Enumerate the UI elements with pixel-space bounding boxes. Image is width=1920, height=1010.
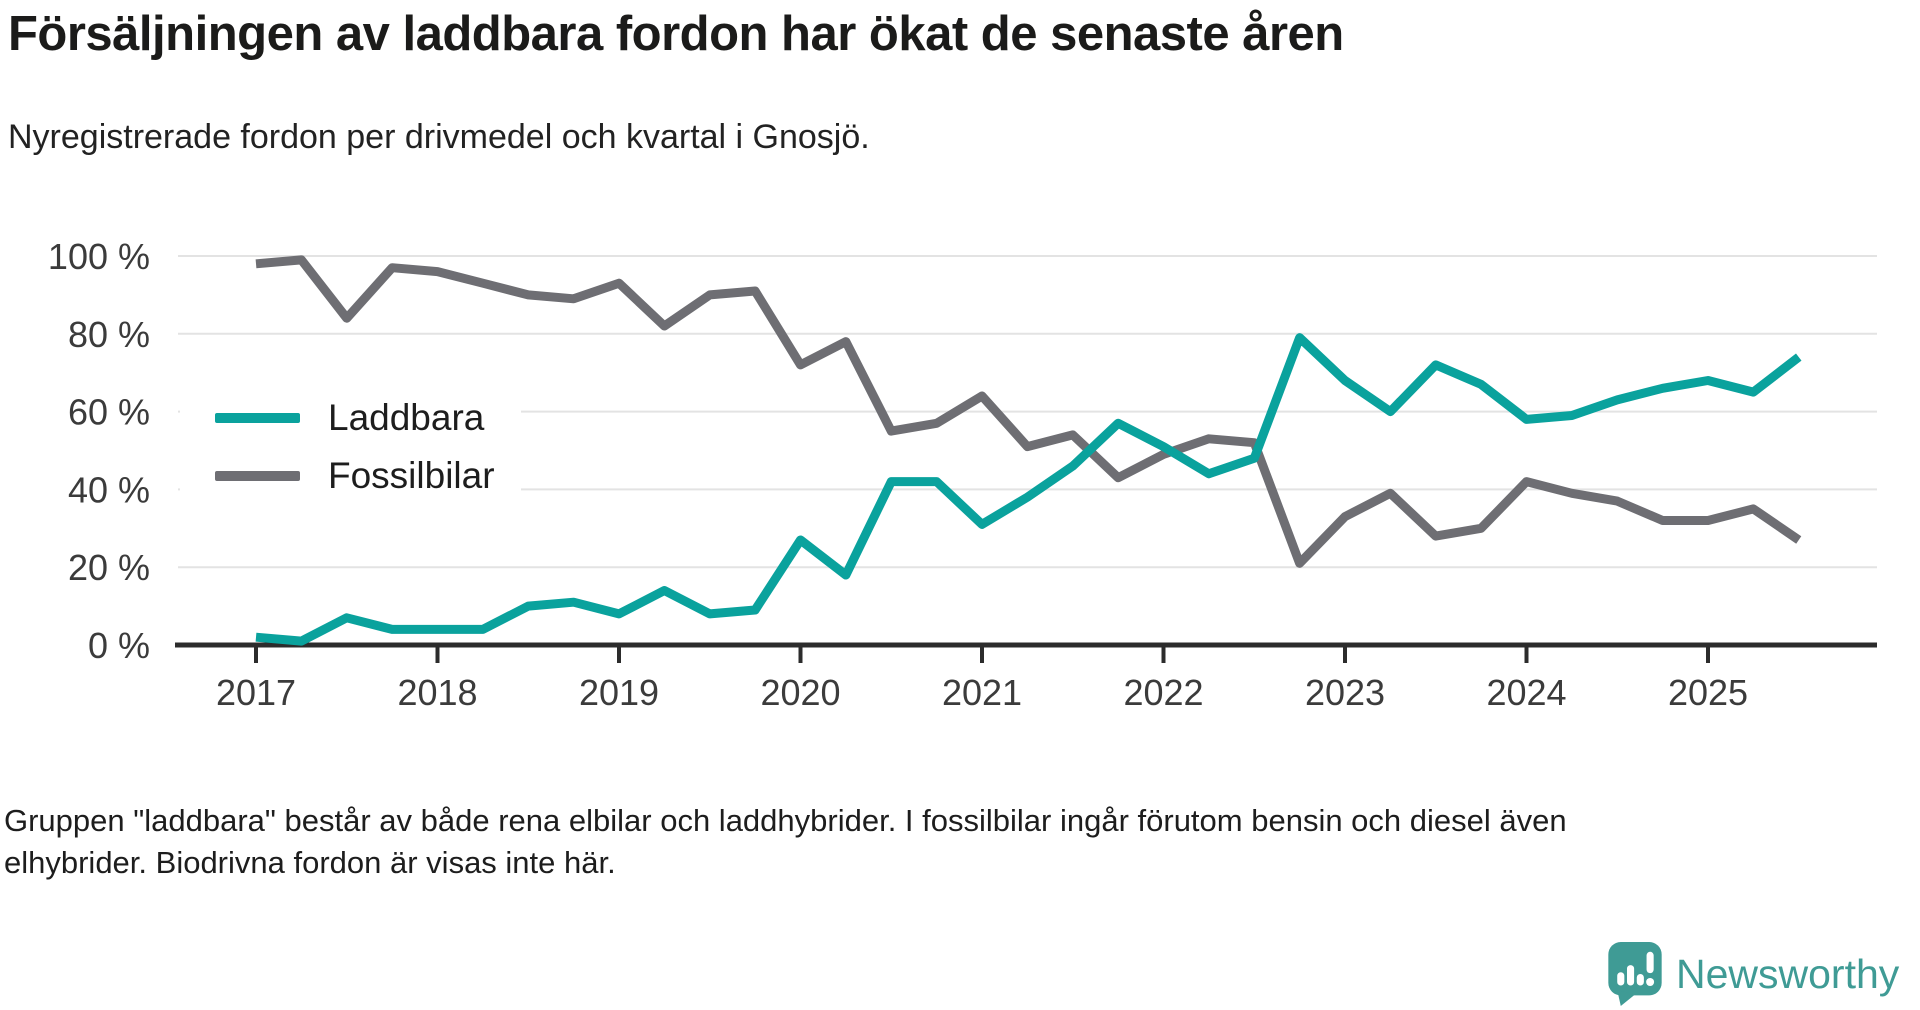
legend-item-laddbara: Laddbara	[215, 396, 495, 440]
x-tick-label-2024: 2024	[1486, 672, 1566, 713]
y-tick-label-40: 40 %	[68, 469, 150, 510]
fossilbilar-line-swatch	[215, 471, 300, 481]
footnote-line-1: Gruppen "laddbara" består av både rena e…	[4, 803, 1567, 838]
newsworthy-logo-text: Newsworthy	[1676, 950, 1900, 997]
x-axis	[175, 642, 1877, 663]
y-tick-label-100: 100 %	[48, 236, 150, 277]
x-tick-label-2021: 2021	[942, 672, 1022, 713]
x-tick-label-2020: 2020	[760, 672, 840, 713]
series-line-laddbara	[255, 333, 1802, 646]
laddbara-line-swatch	[215, 413, 300, 423]
y-axis-labels: 0 % 20 % 40 % 60 % 80 % 100 %	[48, 236, 150, 666]
x-tick-label-2025: 2025	[1668, 672, 1748, 713]
y-tick-label-20: 20 %	[68, 547, 150, 588]
y-tick-label-80: 80 %	[68, 314, 150, 355]
x-tick-label-2018: 2018	[397, 672, 477, 713]
x-axis-labels: 2017 2018 2019 2020 2021 2022 2023 2024 2025	[216, 672, 1748, 713]
footnote-line-2: elhybrider. Biodrivna fordon är visas in…	[4, 845, 616, 880]
newsworthy-logo: Newsworthy	[1608, 942, 1899, 1006]
x-tick-label-2017: 2017	[216, 672, 296, 713]
x-tick-label-2019: 2019	[579, 672, 659, 713]
legend-label-fossilbilar: Fossilbilar	[328, 455, 495, 496]
series-line-fossilbilar	[255, 255, 1802, 568]
newsworthy-logo-icon	[1608, 942, 1662, 1006]
footnote: Gruppen "laddbara" består av både rena e…	[4, 800, 1904, 884]
x-tick-label-2022: 2022	[1123, 672, 1203, 713]
page-subtitle: Nyregistrerade fordon per drivmedel och …	[8, 118, 870, 156]
series-lines	[255, 255, 1802, 646]
legend-label-laddbara: Laddbara	[328, 397, 485, 438]
x-tick-label-2023: 2023	[1305, 672, 1385, 713]
legend-item-fossilbilar: Fossilbilar	[215, 454, 495, 498]
y-tick-label-60: 60 %	[68, 392, 150, 433]
y-tick-label-0: 0 %	[88, 625, 150, 666]
page-title: Försäljningen av laddbara fordon har öka…	[8, 7, 1344, 61]
chart-legend: Laddbara Fossilbilar	[180, 392, 521, 506]
